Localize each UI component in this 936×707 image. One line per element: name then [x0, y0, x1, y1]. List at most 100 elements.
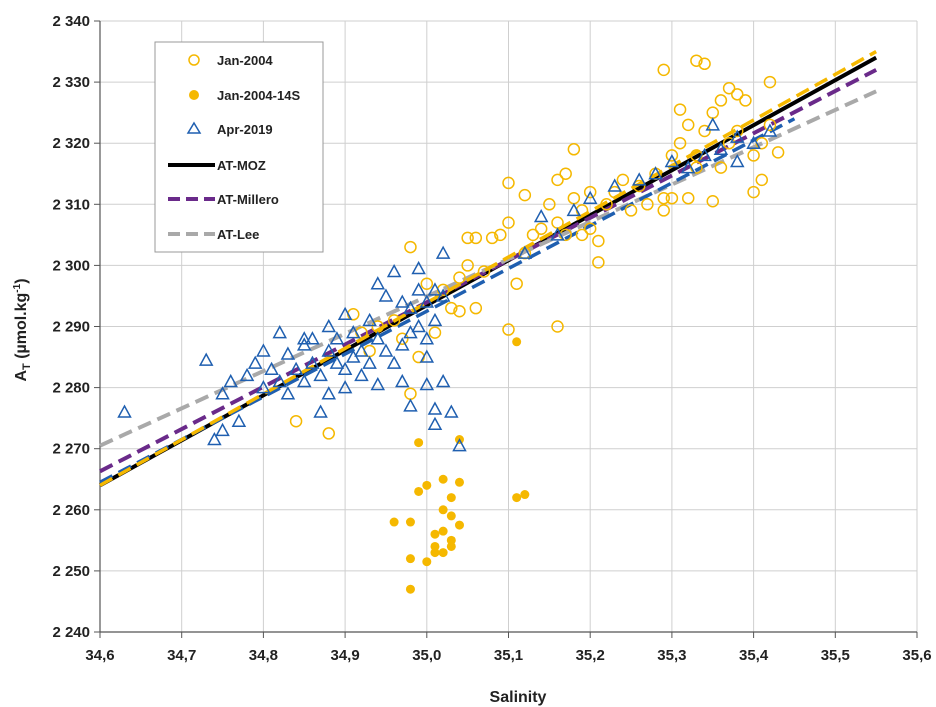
point-jan-2004: [387, 314, 401, 327]
x-tick-label: 35,3: [657, 647, 686, 664]
y-tick-labels: 2 240 2 250 2 260 2 270 2 280 2 290 2 300 2 310…: [52, 13, 90, 641]
point-jan-2004: [502, 216, 515, 229]
point-apr-2019: [313, 404, 328, 418]
legend-open-triangle-icon: [186, 121, 202, 134]
point-apr-2019: [378, 288, 394, 302]
point-jan-2004: [657, 204, 670, 217]
legend-item-at-moz: AT-MOZ: [168, 158, 266, 173]
point-apr-2019: [280, 386, 296, 400]
point-jan-2004: [575, 228, 589, 242]
point-apr-2019: [321, 386, 337, 400]
point-apr-2019: [272, 373, 288, 388]
legend-item-apr-2019: Apr-2019: [186, 121, 273, 137]
point-jan-2004: [690, 54, 703, 67]
point-apr-2019: [533, 208, 549, 223]
point-jan-2004: [510, 277, 523, 290]
point-jan-2004-14s: [446, 541, 456, 551]
x-tick-label: 34,9: [330, 647, 359, 664]
point-apr-2019: [321, 318, 337, 333]
point-jan-2004-14s: [454, 477, 464, 487]
point-jan-2004: [469, 301, 483, 315]
point-jan-2004: [763, 118, 777, 132]
point-apr-2019: [427, 282, 443, 296]
y-axis-title-main: A: [13, 370, 30, 382]
point-apr-2019: [117, 404, 132, 418]
point-jan-2004: [461, 231, 474, 245]
legend-label-at-lee: AT-Lee: [217, 227, 259, 242]
point-apr-2019: [713, 141, 729, 156]
x-tick-labels: 34,6 34,7 34,8 34,9 35,0 35,1 35,2 35,3 35,4 35,5…: [85, 647, 931, 664]
y-tick-label: 2 330: [52, 74, 90, 91]
point-jan-2004: [706, 194, 719, 208]
point-jan-2004: [722, 81, 736, 95]
legend: Jan-2004 Jan-2004-14S Apr-2019 AT-MOZ AT…: [154, 41, 324, 253]
point-apr-2019: [215, 386, 230, 400]
point-apr-2019: [403, 398, 418, 412]
point-jan-2004: [600, 198, 613, 211]
point-jan-2004: [494, 228, 507, 242]
point-apr-2019: [664, 153, 680, 168]
point-apr-2019: [427, 416, 443, 431]
point-jan-2004: [657, 63, 670, 77]
point-jan-2004: [583, 185, 597, 199]
point-jan-2004-14s: [446, 511, 456, 521]
point-jan-2004: [485, 231, 499, 245]
y-tick-label: 2 320: [52, 135, 90, 152]
y-tick-label: 2 300: [52, 257, 90, 274]
point-apr-2019: [435, 373, 451, 388]
point-apr-2019: [386, 355, 402, 369]
legend-filled-circle-icon: [189, 90, 199, 100]
point-jan-2004: [722, 136, 736, 150]
point-apr-2019: [419, 349, 435, 363]
y-axis-title-sup: -1: [12, 283, 23, 292]
point-jan-2004: [461, 259, 474, 272]
point-apr-2019: [550, 227, 565, 241]
x-tick-label: 35,5: [821, 647, 850, 664]
point-jan-2004: [453, 304, 466, 318]
x-tick-label: 35,1: [494, 647, 523, 664]
y-tick-label: 2 340: [52, 13, 90, 30]
point-apr-2019: [582, 190, 598, 204]
point-apr-2019: [517, 245, 533, 259]
point-jan-2004: [739, 94, 752, 107]
point-apr-2019: [288, 361, 304, 376]
point-apr-2019: [337, 380, 353, 394]
point-apr-2019: [280, 346, 296, 360]
point-apr-2019: [648, 166, 663, 180]
point-apr-2019: [362, 355, 377, 369]
y-axis-title-close: ): [13, 278, 30, 283]
point-jan-2004: [641, 198, 654, 211]
point-apr-2019: [354, 343, 369, 357]
y-tick-label: 2 310: [52, 196, 90, 213]
point-jan-2004: [289, 414, 303, 428]
x-tick-label: 34,6: [85, 647, 114, 664]
point-apr-2019: [419, 376, 435, 391]
legend-item-jan-2004: Jan-2004: [188, 53, 273, 68]
point-jan-2004: [681, 191, 695, 205]
point-jan-2004: [771, 146, 785, 159]
point-jan-2004: [624, 204, 638, 217]
axes: [94, 20, 918, 638]
point-apr-2019: [435, 288, 451, 302]
point-jan-2004: [665, 149, 679, 162]
legend-label-jan-2004-14s: Jan-2004-14S: [217, 88, 300, 103]
point-apr-2019: [337, 306, 353, 321]
point-apr-2019: [452, 438, 467, 452]
point-apr-2019: [680, 160, 696, 174]
legend-item-at-millero: AT-Millero: [168, 192, 279, 207]
point-jan-2004-14s: [389, 517, 399, 527]
point-jan-2004: [526, 228, 540, 242]
point-jan-2004: [616, 173, 630, 187]
point-jan-2004: [681, 118, 695, 132]
point-apr-2019: [762, 123, 778, 137]
y-axis-title-units: (µmol.kg: [13, 293, 30, 364]
point-apr-2019: [386, 263, 402, 278]
point-apr-2019: [215, 422, 230, 437]
point-jan-2004: [673, 103, 687, 116]
point-jan-2004: [445, 301, 458, 315]
point-apr-2019: [370, 276, 386, 290]
point-jan-2004: [502, 176, 515, 190]
point-jan-2004-14s: [414, 438, 424, 448]
y-tick-label: 2 260: [52, 502, 90, 519]
